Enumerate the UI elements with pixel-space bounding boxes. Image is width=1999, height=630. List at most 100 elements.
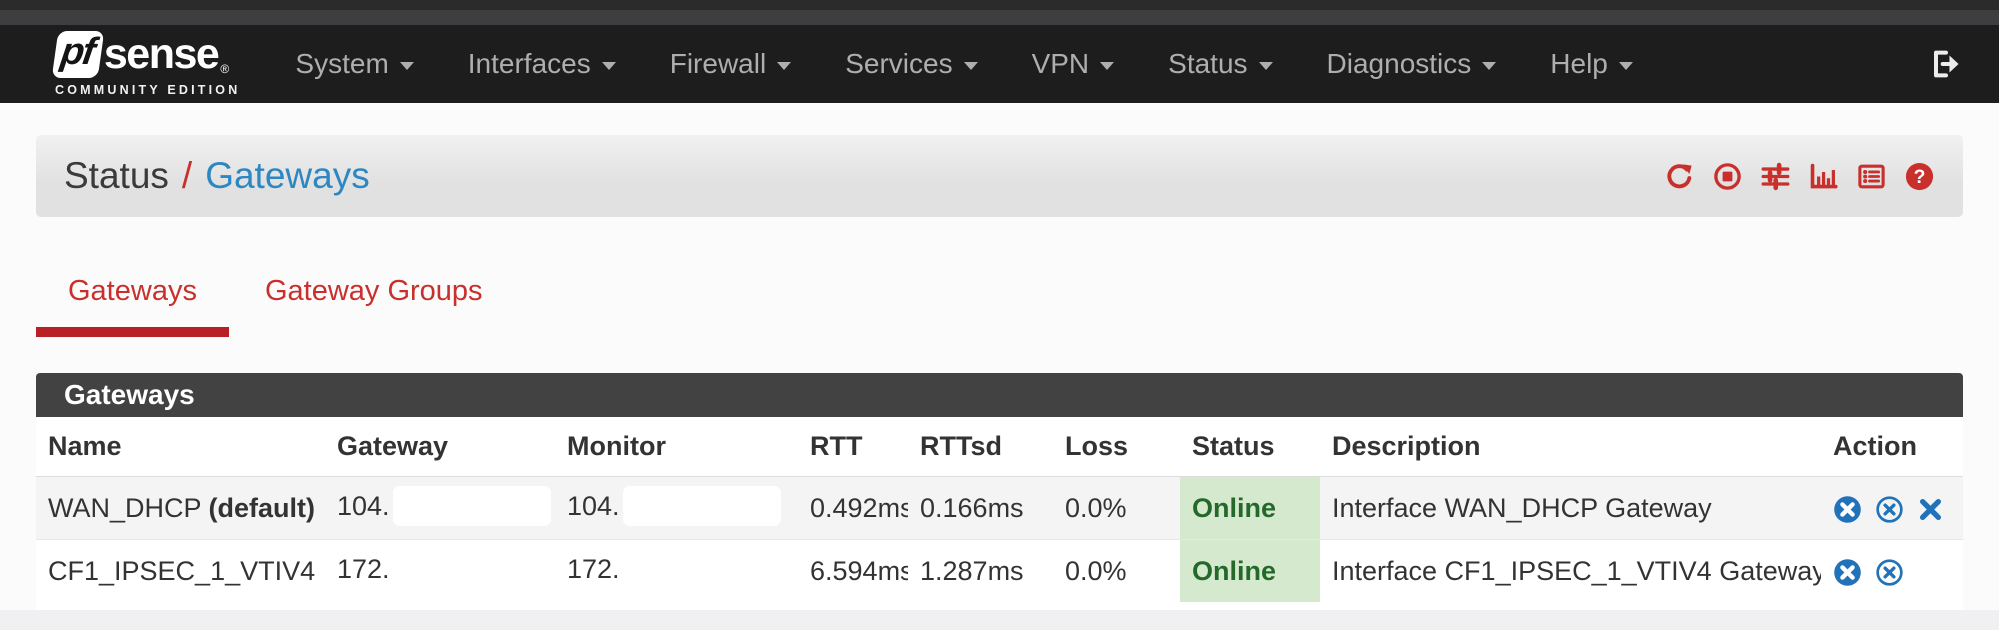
chevron-down-icon — [1618, 62, 1633, 70]
gateway-name: WAN_DHCP — [48, 492, 202, 523]
page-bottom-strip — [0, 610, 1999, 630]
community-edition-tagline: COMMUNITY EDITION — [55, 83, 241, 97]
col-header-monitor: Monitor — [555, 417, 798, 477]
col-header-action: Action — [1821, 417, 1963, 477]
gateway-name-cell: WAN_DHCP (default) — [36, 476, 325, 540]
window-top-strip — [0, 0, 1999, 10]
pf-logo-box: pf — [51, 31, 105, 78]
sign-out-icon[interactable] — [1929, 48, 1963, 80]
gateway-address-cell: 104. — [325, 476, 555, 540]
menu-item-label: Diagnostics — [1326, 48, 1472, 79]
refresh-icon[interactable] — [1664, 161, 1695, 192]
rtt-cell: 6.594ms — [798, 539, 908, 602]
menu-item-label: Status — [1168, 48, 1248, 79]
times-circle-solid-icon[interactable] — [1833, 558, 1862, 587]
actions-cell — [1821, 476, 1963, 540]
monitor-address-cell: 172. — [555, 539, 798, 602]
col-header-description: Description — [1320, 417, 1821, 477]
chevron-down-icon — [777, 62, 792, 70]
gateway-name: CF1_IPSEC_1_VTIV4 — [48, 555, 316, 586]
col-header-name: Name — [36, 417, 325, 477]
menu-item-label: System — [295, 48, 389, 79]
tab-gateways[interactable]: Gateways — [36, 275, 229, 337]
gateway-address-cell: 172. — [325, 539, 555, 602]
table-header-row: Name Gateway Monitor RTT RTTsd Loss Stat… — [36, 417, 1963, 477]
gateway-address: 172. — [337, 554, 390, 585]
menu-item-interfaces[interactable]: Interfaces — [441, 48, 643, 80]
breadcrumb: Status / Gateways ? — [36, 135, 1963, 217]
chevron-down-icon — [399, 62, 414, 70]
times-circle-solid-icon[interactable] — [1833, 495, 1862, 524]
page-toolbar: ? — [1664, 161, 1935, 192]
gateway-default-flag: (default) — [208, 492, 316, 523]
main-menu: System Interfaces Firewall Services VPN … — [268, 48, 1659, 80]
stop-icon[interactable] — [1712, 161, 1743, 192]
monitor-address: 172. — [567, 554, 620, 585]
chevron-down-icon — [963, 62, 978, 70]
menu-item-label: Help — [1550, 48, 1608, 79]
pfsense-logo[interactable]: pf sense ® COMMUNITY EDITION — [51, 30, 241, 97]
breadcrumb-separator: / — [181, 155, 193, 196]
registered-mark: ® — [220, 62, 230, 76]
tab-bar: Gateways Gateway Groups — [36, 275, 1963, 337]
gateways-table: Name Gateway Monitor RTT RTTsd Loss Stat… — [36, 417, 1963, 602]
chart-bar-icon[interactable] — [1808, 161, 1839, 192]
description-cell: Interface WAN_DHCP Gateway — [1320, 476, 1821, 540]
table-row: CF1_IPSEC_1_VTIV4 172. 172. 6.594ms 1.28… — [36, 539, 1963, 602]
rttsd-cell: 0.166ms — [908, 476, 1053, 540]
breadcrumb-section: Status — [64, 155, 169, 196]
menu-item-label: Services — [845, 48, 953, 79]
pfsense-logo-wordmark: pf sense ® — [51, 30, 240, 78]
menu-item-status[interactable]: Status — [1141, 48, 1299, 80]
menu-item-label: Interfaces — [467, 48, 591, 79]
monitor-address: 104. — [567, 491, 620, 522]
breadcrumb-page-link[interactable]: Gateways — [205, 155, 370, 196]
svg-text:?: ? — [1914, 165, 1926, 187]
menu-item-system[interactable]: System — [268, 48, 440, 80]
menu-item-help[interactable]: Help — [1523, 48, 1660, 80]
chevron-down-icon — [1258, 62, 1273, 70]
redacted-value — [622, 549, 781, 589]
pf-logo-text: pf — [58, 31, 97, 73]
redacted-value — [622, 486, 781, 526]
col-header-rttsd: RTTsd — [908, 417, 1053, 477]
chevron-down-icon — [601, 62, 616, 70]
redacted-value — [392, 486, 551, 526]
col-header-rtt: RTT — [798, 417, 908, 477]
window-title-strip — [0, 10, 1999, 25]
chevron-down-icon — [1100, 62, 1115, 70]
times-circle-outline-icon[interactable] — [1875, 558, 1904, 587]
times-icon[interactable] — [1916, 495, 1945, 524]
sliders-icon[interactable] — [1760, 161, 1791, 192]
menu-item-vpn[interactable]: VPN — [1005, 48, 1142, 80]
chevron-down-icon — [1482, 62, 1497, 70]
rttsd-cell: 1.287ms — [908, 539, 1053, 602]
sense-logo-text: sense — [103, 30, 220, 78]
times-circle-outline-icon[interactable] — [1875, 495, 1904, 524]
gateways-panel: Gateways Name Gateway Monitor RTT RTTsd … — [36, 373, 1963, 618]
table-row: WAN_DHCP (default) 104. 104. 0.492ms 0.1… — [36, 476, 1963, 540]
monitor-address-cell: 104. — [555, 476, 798, 540]
gateway-address: 104. — [337, 491, 390, 522]
menu-item-firewall[interactable]: Firewall — [643, 48, 818, 80]
navbar: pf sense ® COMMUNITY EDITION System Inte… — [0, 25, 1999, 103]
panel-title: Gateways — [36, 373, 1963, 417]
redacted-value — [392, 549, 551, 589]
rtt-cell: 0.492ms — [798, 476, 908, 540]
col-header-status: Status — [1180, 417, 1320, 477]
col-header-loss: Loss — [1053, 417, 1180, 477]
loss-cell: 0.0% — [1053, 476, 1180, 540]
status-badge: Online — [1180, 476, 1320, 540]
gateway-name-cell: CF1_IPSEC_1_VTIV4 — [36, 539, 325, 602]
menu-item-diagnostics[interactable]: Diagnostics — [1300, 48, 1524, 80]
menu-item-label: Firewall — [669, 48, 767, 79]
log-list-icon[interactable] — [1856, 161, 1887, 192]
actions-cell — [1821, 539, 1963, 602]
menu-item-label: VPN — [1031, 48, 1090, 79]
col-header-gateway: Gateway — [325, 417, 555, 477]
description-cell: Interface CF1_IPSEC_1_VTIV4 Gateway — [1320, 539, 1821, 602]
menu-item-services[interactable]: Services — [818, 48, 1004, 80]
loss-cell: 0.0% — [1053, 539, 1180, 602]
help-icon[interactable]: ? — [1904, 161, 1935, 192]
tab-gateway-groups[interactable]: Gateway Groups — [264, 275, 483, 307]
